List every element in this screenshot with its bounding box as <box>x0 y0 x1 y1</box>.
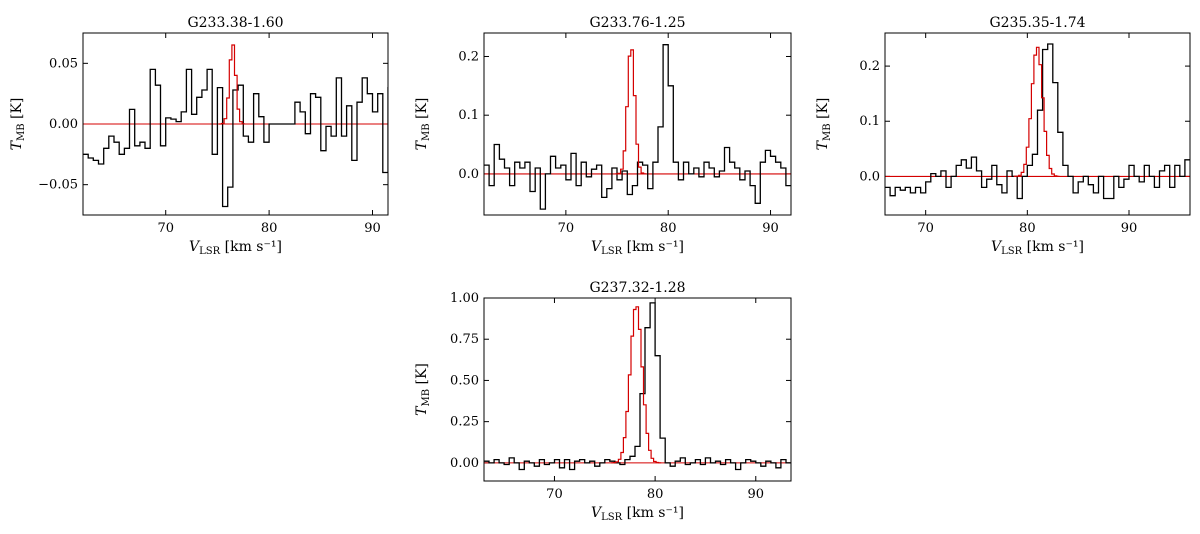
y-axis-label: TMB [K] <box>414 363 432 416</box>
y-tick-label: 0.0 <box>458 167 479 182</box>
plot-area <box>885 43 1190 200</box>
y-tick-label: 0.25 <box>450 415 479 430</box>
fit-spectrum <box>1013 46 1060 177</box>
fit-spectrum <box>615 49 647 175</box>
observed-spectrum <box>83 68 388 208</box>
fit-spectrum <box>610 306 662 464</box>
y-tick-label: −0.05 <box>38 178 78 193</box>
y-tick-label: 0.1 <box>458 108 479 123</box>
x-tick-label: 90 <box>747 487 764 502</box>
spectrum-panel-g237-32: G237.32-1.28 70 80 90 0.00 0.25 0.50 0.75 1.00 VL… <box>414 280 792 523</box>
plot-frame <box>82 32 389 216</box>
x-tick-label: 70 <box>917 221 934 236</box>
y-axis-label: TMB [K] <box>9 98 27 151</box>
y-tick-label: 0.75 <box>450 332 479 347</box>
x-axis-label: VLSR [km s⁻¹] <box>591 239 684 257</box>
observed-spectrum <box>885 43 1190 200</box>
y-tick-label: 0.2 <box>458 49 479 64</box>
y-axis-label: TMB [K] <box>414 98 432 151</box>
plot-frame <box>884 32 1191 216</box>
x-axis-label: VLSR [km s⁻¹] <box>591 505 684 523</box>
plot-area <box>83 44 388 208</box>
x-tick-label: 70 <box>546 487 563 502</box>
x-axis-label: VLSR [km s⁻¹] <box>991 239 1084 257</box>
plot-frame <box>483 32 792 216</box>
x-tick-label: 90 <box>1121 221 1138 236</box>
y-tick-label: 1.00 <box>450 291 479 306</box>
panel-title: G235.35-1.74 <box>989 15 1085 31</box>
fit-spectrum <box>219 44 245 125</box>
spectrum-panel-g233-76: G233.76-1.25 70 80 90 0.0 0.1 0.2 VLSR [km s⁻¹]… <box>414 15 792 257</box>
panel-title: G237.32-1.28 <box>589 280 685 296</box>
x-tick-label: 80 <box>647 487 664 502</box>
y-tick-label: 0.00 <box>450 456 479 471</box>
panel-title: G233.76-1.25 <box>589 15 685 31</box>
x-tick-label: 90 <box>364 221 381 236</box>
x-tick-label: 80 <box>261 221 278 236</box>
x-tick-label: 70 <box>157 221 174 236</box>
spectrum-panel-g233-38: G233.38-1.60 70 80 90 −0.05 0.00 0.05 VLSR [km … <box>9 15 389 257</box>
y-tick-label: 0.1 <box>859 114 880 129</box>
y-tick-label: 0.05 <box>49 56 78 71</box>
y-tick-label: 0.2 <box>859 59 880 74</box>
x-tick-label: 80 <box>660 221 677 236</box>
x-axis-label: VLSR [km s⁻¹] <box>189 239 282 257</box>
y-tick-label: 0.00 <box>49 117 78 132</box>
y-tick-label: 0.0 <box>859 169 880 184</box>
plot-area <box>484 302 791 471</box>
plot-frame <box>483 297 792 482</box>
y-tick-label: 0.50 <box>450 373 479 388</box>
observed-spectrum <box>484 44 791 210</box>
panel-title: G233.38-1.60 <box>187 15 283 31</box>
x-tick-label: 70 <box>558 221 575 236</box>
x-tick-label: 80 <box>1019 221 1036 236</box>
y-axis-label: TMB [K] <box>815 98 833 151</box>
plot-area <box>484 44 791 210</box>
observed-spectrum <box>484 302 791 471</box>
x-tick-label: 90 <box>762 221 779 236</box>
spectrum-panel-g235-35: G235.35-1.74 70 80 90 0.0 0.1 0.2 VLSR [km s⁻¹]… <box>815 15 1191 257</box>
